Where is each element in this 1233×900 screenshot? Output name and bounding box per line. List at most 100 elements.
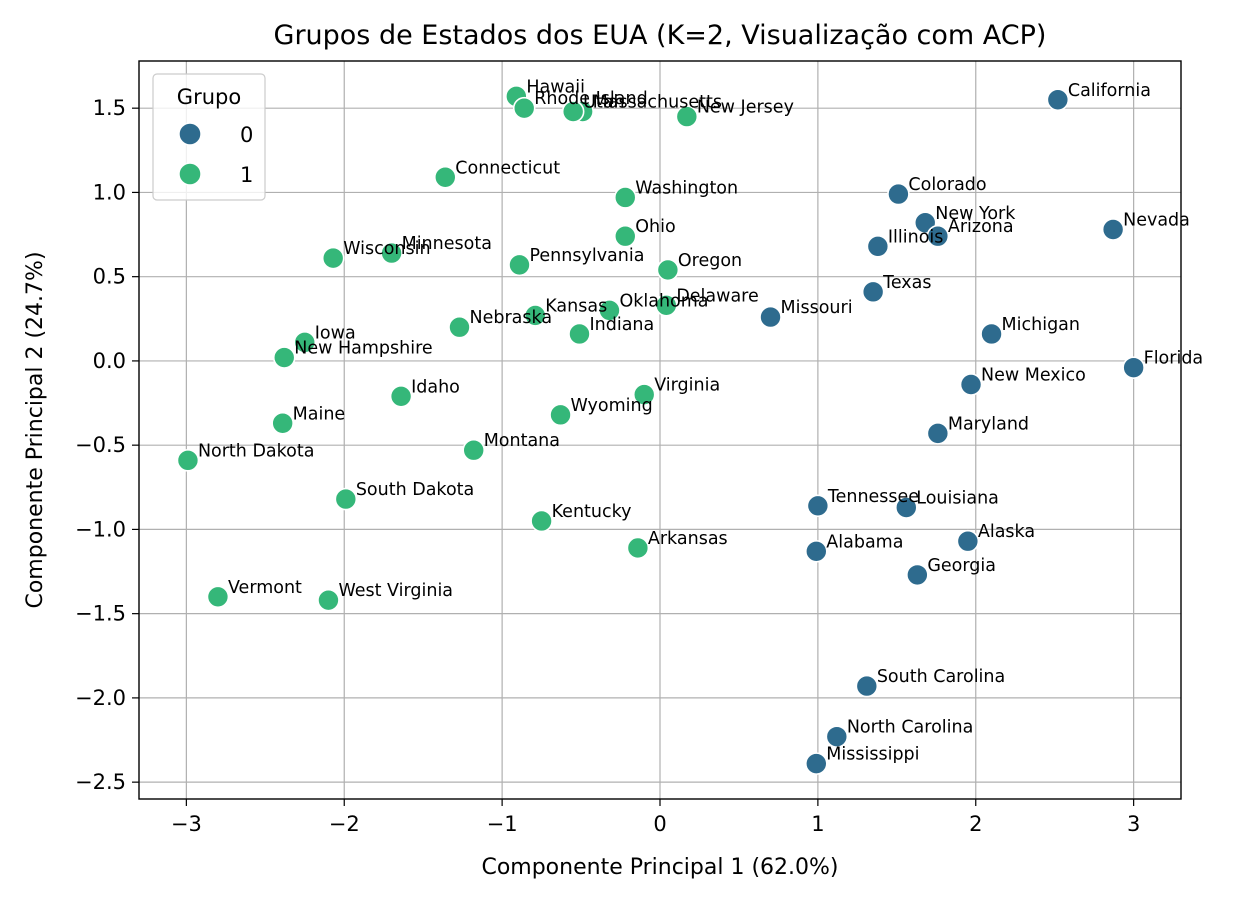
y-tick-label: 1.0	[93, 180, 126, 204]
point-label: Texas	[882, 273, 931, 293]
data-point	[866, 235, 890, 258]
x-tick-label: −3	[171, 812, 202, 836]
y-axis-label: Componente Principal 2 (24.7%)	[23, 251, 48, 608]
point-label: Montana	[484, 431, 560, 451]
data-point	[321, 246, 345, 270]
data-point	[462, 438, 486, 462]
point-label: Kentucky	[552, 502, 632, 522]
point-label: Connecticut	[455, 158, 560, 178]
data-point	[389, 385, 413, 408]
data-point	[613, 224, 637, 248]
data-point	[508, 253, 531, 277]
data-point	[804, 752, 828, 775]
data-points	[176, 85, 1145, 775]
point-label: Utah	[583, 93, 625, 113]
point-label: Michigan	[1002, 315, 1080, 335]
point-label: New Jersey	[697, 98, 794, 118]
legend-marker	[178, 162, 202, 186]
point-label: New Mexico	[981, 366, 1086, 386]
point-label: Wisconsin	[343, 239, 430, 259]
data-point	[433, 165, 457, 189]
point-label: Nebraska	[469, 308, 552, 328]
point-label: Arizona	[948, 217, 1014, 237]
point-label: Alaska	[978, 522, 1035, 542]
data-point	[293, 331, 317, 354]
point-label: Idaho	[411, 377, 460, 397]
legend-marker	[178, 122, 202, 146]
data-point	[656, 258, 680, 282]
data-point	[861, 280, 885, 304]
data-point	[959, 373, 983, 396]
y-tick-label: −2.5	[75, 770, 126, 794]
y-tick-label: −0.5	[75, 433, 126, 457]
y-tick-label: 1.5	[93, 96, 126, 120]
legend-label: 0	[240, 123, 253, 147]
data-point	[855, 674, 879, 698]
y-tick-label: 0.0	[93, 349, 126, 373]
data-point	[613, 186, 637, 209]
data-point	[894, 496, 918, 519]
point-label: North Dakota	[198, 441, 315, 461]
point-label: West Virginia	[338, 581, 453, 601]
point-label: New Hampshire	[294, 339, 432, 359]
y-tick-label: −1.5	[75, 602, 126, 626]
point-label: Wyoming	[571, 396, 653, 416]
data-point	[1046, 88, 1070, 112]
data-point	[956, 529, 980, 553]
data-point	[530, 509, 553, 533]
data-point	[317, 588, 340, 612]
data-point	[271, 411, 294, 435]
data-point	[906, 563, 929, 587]
x-tick-label: −2	[329, 812, 360, 836]
point-label: Missouri	[781, 298, 853, 318]
legend-label: 1	[240, 163, 253, 187]
point-label: Oregon	[678, 251, 742, 271]
point-label: California	[1068, 81, 1151, 101]
data-point	[448, 315, 471, 339]
data-point	[334, 487, 358, 511]
axis-ticks: −3 −2 −1 0 1 2 3 −2.5 −2.0 −1.5 −1.0 −0.5 0.0 0.5 1.0 1…	[75, 96, 1140, 836]
point-label: Delaware	[676, 286, 758, 306]
point-label: Maryland	[948, 414, 1029, 434]
data-point	[825, 725, 849, 748]
point-label: Tennessee	[827, 487, 919, 507]
legend-title: Grupo	[177, 85, 241, 109]
point-label: Vermont	[228, 578, 302, 598]
point-label: Florida	[1144, 349, 1204, 369]
data-point	[380, 241, 403, 265]
data-point	[568, 322, 591, 346]
data-point	[806, 494, 830, 518]
data-point	[549, 403, 572, 427]
point-label: Indiana	[589, 315, 654, 335]
x-tick-label: −1	[487, 812, 518, 836]
point-label: Illinois	[888, 227, 944, 247]
data-point	[523, 304, 547, 327]
point-label: Massachusetts	[593, 93, 722, 113]
x-tick-label: 0	[653, 812, 666, 836]
chart-title: Grupos de Estados dos EUA (K=2, Visualiz…	[274, 20, 1047, 51]
data-point	[675, 105, 699, 128]
data-point	[561, 100, 585, 123]
data-point	[980, 322, 1003, 346]
data-point	[1122, 356, 1145, 379]
point-label: Minnesota	[402, 234, 492, 254]
y-tick-label: −1.0	[75, 517, 126, 541]
data-point	[512, 96, 536, 120]
data-point	[759, 305, 782, 329]
data-point	[804, 540, 828, 563]
data-point	[598, 299, 621, 322]
legend: Grupo 0 1	[152, 73, 266, 201]
point-label: Rhode Island	[534, 89, 647, 109]
point-label: Alabama	[826, 532, 903, 552]
point-label: North Carolina	[847, 718, 974, 738]
point-label: Nevada	[1123, 210, 1190, 230]
point-label: Hawaii	[526, 77, 585, 97]
point-label: Arkansas	[648, 529, 728, 549]
x-axis-label: Componente Principal 1 (62.0%)	[481, 855, 838, 880]
point-label: Georgia	[927, 556, 996, 576]
data-point	[926, 224, 950, 248]
point-label: Maine	[293, 404, 346, 424]
point-label: Mississippi	[826, 745, 919, 765]
point-label: South Dakota	[356, 480, 474, 500]
